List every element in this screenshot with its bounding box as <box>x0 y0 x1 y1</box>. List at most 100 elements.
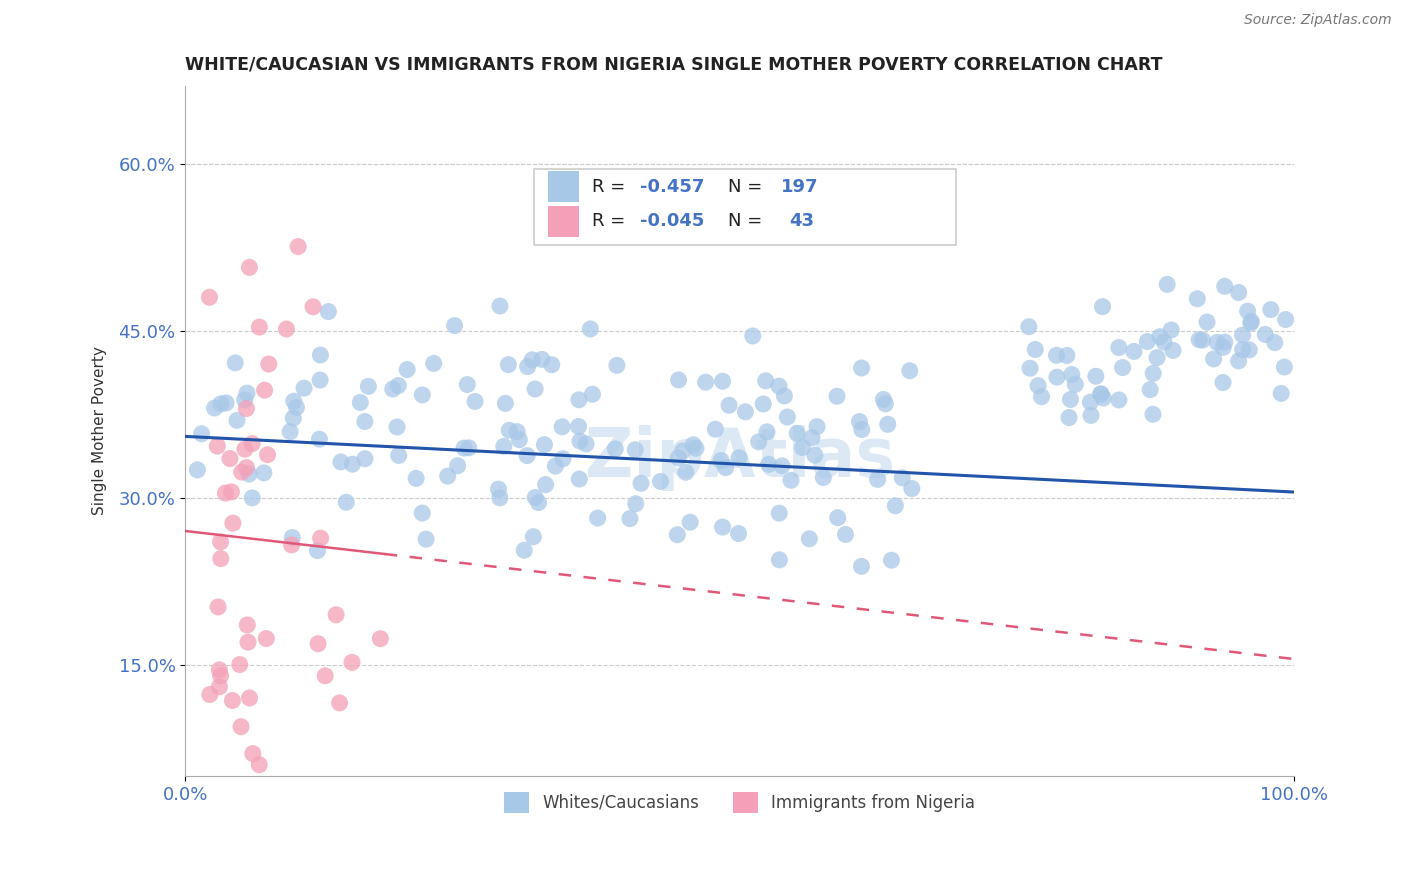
Point <box>741 329 763 343</box>
Point <box>734 405 756 419</box>
Point <box>901 482 924 496</box>
Point <box>786 426 808 441</box>
Point <box>581 387 603 401</box>
Point <box>1060 368 1083 382</box>
Point <box>848 415 870 429</box>
Point <box>385 420 408 434</box>
Text: N =: N = <box>728 212 769 230</box>
Point <box>718 398 741 412</box>
Point <box>370 632 392 646</box>
Point <box>508 433 530 447</box>
Point <box>866 472 889 486</box>
Point <box>226 413 249 427</box>
Point <box>1195 315 1218 329</box>
Point <box>283 411 305 425</box>
Point <box>489 491 512 505</box>
Point <box>1202 351 1225 366</box>
Point <box>411 388 433 402</box>
Point <box>494 396 516 410</box>
Point <box>276 322 298 336</box>
Point <box>240 436 263 450</box>
Point <box>204 401 226 415</box>
Point <box>209 534 232 549</box>
Point <box>236 618 259 632</box>
Point <box>666 527 689 541</box>
Point <box>851 423 873 437</box>
Point <box>851 559 873 574</box>
Point <box>1213 279 1236 293</box>
Point <box>1056 348 1078 362</box>
Point <box>619 511 641 525</box>
Point <box>498 358 520 372</box>
Point <box>1108 392 1130 407</box>
Point <box>695 375 717 389</box>
Point <box>792 441 814 455</box>
Point <box>238 260 260 275</box>
Point <box>891 471 914 485</box>
Point <box>489 299 512 313</box>
Point <box>704 422 727 436</box>
Point <box>813 470 835 484</box>
Point <box>666 450 689 465</box>
Text: -0.457: -0.457 <box>640 178 704 195</box>
Point <box>1254 327 1277 342</box>
Text: WHITE/CAUCASIAN VS IMMIGRANTS FROM NIGERIA SINGLE MOTHER POVERTY CORRELATION CHA: WHITE/CAUCASIAN VS IMMIGRANTS FROM NIGER… <box>186 55 1163 73</box>
Point <box>748 434 770 449</box>
Point <box>606 359 628 373</box>
Point <box>280 538 302 552</box>
Point <box>1227 285 1250 300</box>
Point <box>1059 392 1081 407</box>
Point <box>1024 343 1046 357</box>
Point <box>551 451 574 466</box>
Text: Source: ZipAtlas.com: Source: ZipAtlas.com <box>1244 13 1392 28</box>
Point <box>540 358 562 372</box>
Point <box>727 526 749 541</box>
Point <box>257 357 280 371</box>
Point <box>411 506 433 520</box>
Point <box>446 458 468 473</box>
Point <box>309 373 332 387</box>
Point <box>488 482 510 496</box>
Point <box>1031 390 1053 404</box>
Point <box>247 320 270 334</box>
Point <box>207 439 229 453</box>
Bar <box>548 171 579 202</box>
Point <box>1161 343 1184 358</box>
Point <box>388 449 411 463</box>
Point <box>1111 360 1133 375</box>
Point <box>876 417 898 432</box>
Text: 197: 197 <box>780 178 818 195</box>
Point <box>768 506 790 520</box>
Point <box>285 401 308 415</box>
Point <box>1142 407 1164 421</box>
Point <box>1026 378 1049 392</box>
Text: 43: 43 <box>789 212 814 230</box>
Point <box>1239 343 1261 357</box>
Point <box>1091 300 1114 314</box>
Legend: Whites/Caucasians, Immigrants from Nigeria: Whites/Caucasians, Immigrants from Niger… <box>498 786 981 819</box>
Point <box>875 397 897 411</box>
Point <box>292 381 315 395</box>
Text: N =: N = <box>728 178 769 195</box>
Point <box>208 680 231 694</box>
Point <box>219 451 242 466</box>
Point <box>1212 376 1234 390</box>
Point <box>1136 334 1159 349</box>
Point <box>801 431 824 445</box>
Point <box>530 352 553 367</box>
Point <box>349 395 371 409</box>
Point <box>1080 395 1102 409</box>
Point <box>825 389 848 403</box>
Point <box>235 401 257 416</box>
Point <box>498 423 520 437</box>
Point <box>253 466 276 480</box>
Point <box>453 441 475 455</box>
Point <box>1142 367 1164 381</box>
Point <box>1057 410 1080 425</box>
Point <box>575 437 598 451</box>
Point <box>568 434 591 449</box>
Point <box>827 510 849 524</box>
Point <box>1084 369 1107 384</box>
Point <box>675 465 697 479</box>
Point <box>1274 312 1296 326</box>
